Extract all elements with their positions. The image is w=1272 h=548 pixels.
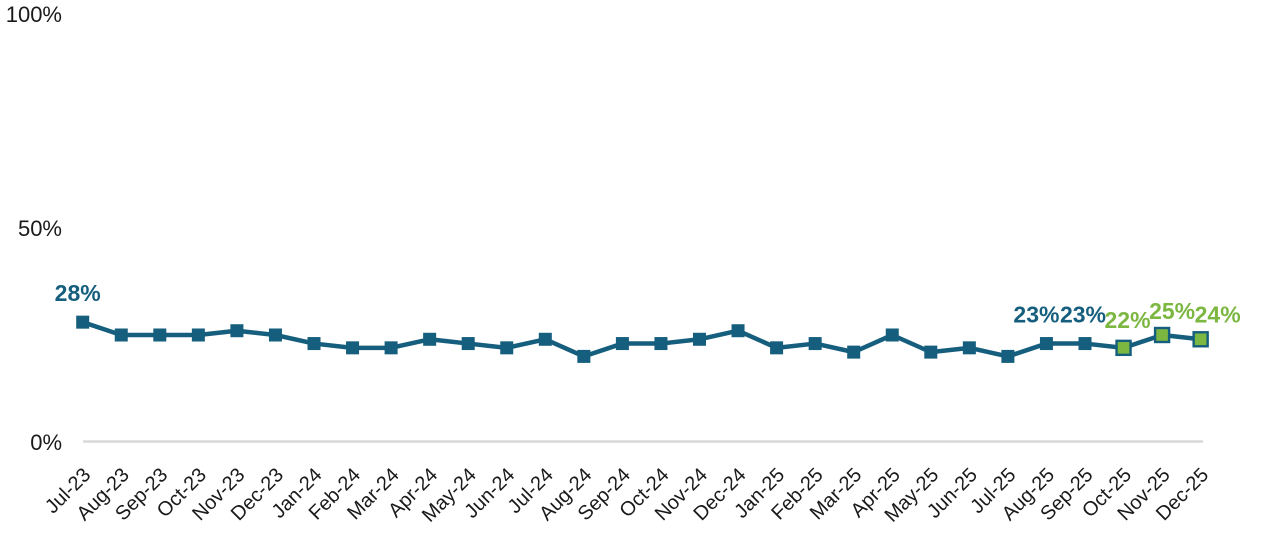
data-point-label: 28% — [55, 280, 101, 306]
data-point-marker — [461, 337, 475, 351]
data-point-marker — [384, 341, 398, 355]
data-point-marker — [1078, 337, 1092, 351]
data-point-marker — [693, 332, 706, 346]
data-point-marker — [114, 328, 128, 342]
data-point-marker — [307, 337, 321, 351]
data-point-label: 22% — [1105, 307, 1151, 333]
data-point-marker — [808, 337, 822, 351]
data-point-marker-highlight — [1153, 326, 1171, 344]
data-point-marker — [615, 337, 629, 351]
data-point-marker — [1001, 349, 1015, 363]
data-point-marker — [924, 345, 938, 359]
y-axis-tick-label: 0% — [30, 430, 62, 455]
data-point-marker — [847, 345, 861, 359]
data-point-marker — [577, 349, 591, 363]
data-point-label: 24% — [1195, 301, 1241, 327]
data-point-marker-highlight — [1192, 331, 1209, 348]
data-point-marker — [346, 341, 360, 355]
data-point-label: 23% — [1013, 302, 1059, 328]
data-point-marker — [268, 328, 282, 342]
data-point-marker — [76, 315, 90, 329]
data-point-marker — [538, 332, 552, 346]
data-point-marker — [230, 324, 244, 338]
data-point-label: 23% — [1060, 302, 1106, 328]
data-point-marker — [153, 328, 167, 342]
data-point-marker — [500, 341, 514, 355]
data-point-marker — [962, 341, 976, 355]
data-point-marker — [731, 324, 745, 338]
y-axis-tick-label: 50% — [18, 216, 62, 241]
data-point-marker-highlight — [1115, 339, 1132, 357]
data-point-marker — [423, 332, 437, 346]
data-point-marker — [654, 337, 668, 351]
y-axis-tick-label: 100% — [6, 2, 62, 27]
data-point-marker — [191, 328, 205, 342]
data-point-label: 25% — [1149, 298, 1195, 324]
data-point-marker — [885, 328, 899, 342]
data-point-marker — [770, 341, 784, 355]
data-point-marker — [1039, 337, 1053, 351]
